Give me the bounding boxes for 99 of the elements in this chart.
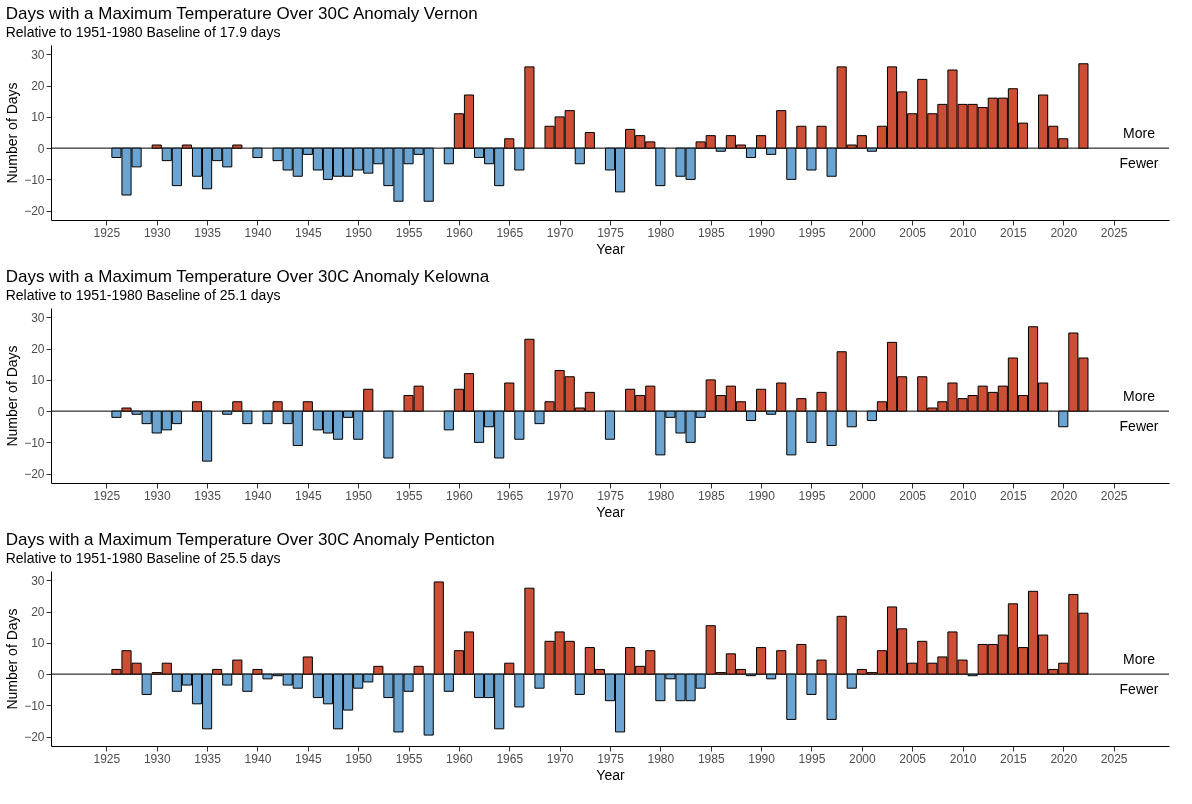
x-tick-label: 2015: [1000, 488, 1028, 503]
x-tick-label: 2025: [1100, 751, 1128, 766]
x-tick-label: 1935: [194, 488, 222, 503]
x-axis-title: Year: [596, 766, 625, 783]
chart-title: Days with a Maximum Temperature Over 30C Anomaly Penticton: [5, 530, 495, 549]
y-tick-label: 20: [31, 342, 45, 357]
x-tick-label: 1925: [93, 751, 121, 766]
x-tick-label: 1970: [546, 225, 574, 240]
x-tick-label: 1925: [93, 225, 121, 240]
y-tick-label: 30: [31, 573, 45, 588]
x-tick-label: 1940: [244, 751, 272, 766]
annotation: Fewer: [1119, 681, 1159, 698]
x-tick-label: 1955: [395, 751, 423, 766]
chart-subtitle: Relative to 1951-1980 Baseline of 17.9 days: [5, 24, 281, 40]
x-tick-label: 2000: [848, 225, 876, 240]
y-tick-label: 10: [31, 110, 45, 125]
x-tick-label: 1985: [697, 751, 725, 766]
y-tick-label: 0: [37, 404, 45, 419]
x-tick-label: 1970: [546, 751, 574, 766]
y-tick-label: 20: [31, 79, 45, 94]
x-tick-label: 1935: [194, 751, 222, 766]
x-tick-label: 1960: [446, 488, 474, 503]
x-tick-label: 2025: [1100, 225, 1128, 240]
x-tick-label: 1965: [496, 225, 524, 240]
x-tick-label: 1960: [446, 751, 474, 766]
y-axis-title: Number of Days: [4, 608, 21, 710]
annotation: More: [1123, 125, 1156, 142]
y-axis-title: Number of Days: [4, 345, 21, 447]
x-tick-label: 1955: [395, 488, 423, 503]
y-tick-label: 20: [31, 605, 45, 620]
y-tick-label: −20: [24, 730, 45, 745]
x-tick-label: 1995: [798, 751, 826, 766]
chart-subtitle: Relative to 1951-1980 Baseline of 25.5 days: [5, 550, 281, 566]
x-tick-label: 1965: [496, 488, 524, 503]
y-tick-label: 0: [37, 667, 45, 682]
x-tick-label: 1940: [244, 225, 272, 240]
x-tick-label: 1990: [748, 488, 776, 503]
x-tick-label: 1995: [798, 225, 826, 240]
y-tick-label: −10: [24, 435, 45, 450]
x-tick-label: 1950: [345, 225, 373, 240]
x-tick-label: 1965: [496, 751, 524, 766]
chart-title: Days with a Maximum Temperature Over 30C Anomaly Kelowna: [5, 267, 490, 286]
x-tick-label: 2005: [899, 488, 927, 503]
y-tick-label: 10: [31, 636, 45, 651]
x-tick-label: 1990: [748, 225, 776, 240]
chart-title: Days with a Maximum Temperature Over 30C Anomaly Vernon: [5, 4, 478, 23]
x-tick-label: 1930: [143, 488, 171, 503]
x-tick-label: 2025: [1100, 488, 1128, 503]
x-tick-label: 2020: [1050, 751, 1078, 766]
x-tick-label: 1930: [143, 751, 171, 766]
chart-subtitle: Relative to 1951-1980 Baseline of 25.1 days: [5, 287, 281, 303]
y-axis-title: Number of Days: [4, 82, 21, 184]
x-tick-label: 1950: [345, 488, 373, 503]
y-tick-label: −20: [24, 467, 45, 482]
x-tick-label: 1975: [597, 751, 625, 766]
annotation: Fewer: [1119, 155, 1159, 172]
x-tick-label: 2020: [1050, 488, 1078, 503]
x-tick-label: 1955: [395, 225, 423, 240]
x-axis-title: Year: [596, 503, 625, 520]
y-tick-label: 10: [31, 373, 45, 388]
y-tick-label: 0: [37, 141, 45, 156]
x-tick-label: 1980: [647, 488, 675, 503]
x-tick-label: 1990: [748, 751, 776, 766]
x-tick-label: 2010: [949, 225, 977, 240]
y-tick-label: −10: [24, 698, 45, 713]
x-tick-label: 1935: [194, 225, 222, 240]
x-tick-label: 1945: [294, 751, 322, 766]
y-tick-label: 30: [31, 310, 45, 325]
x-tick-label: 2005: [899, 225, 927, 240]
x-tick-label: 1970: [546, 488, 574, 503]
annotation: More: [1123, 651, 1156, 668]
x-tick-label: 2010: [949, 751, 977, 766]
x-tick-label: 1975: [597, 488, 625, 503]
x-tick-label: 1985: [697, 488, 725, 503]
x-tick-label: 2015: [1000, 225, 1028, 240]
x-tick-label: 1945: [294, 225, 322, 240]
y-tick-label: −20: [24, 204, 45, 219]
x-axis-title: Year: [596, 240, 625, 257]
x-tick-label: 2005: [899, 751, 927, 766]
x-tick-label: 1985: [697, 225, 725, 240]
x-tick-label: 2020: [1050, 225, 1078, 240]
x-tick-label: 1950: [345, 751, 373, 766]
x-tick-label: 1925: [93, 488, 121, 503]
x-tick-label: 1945: [294, 488, 322, 503]
x-tick-label: 1930: [143, 225, 171, 240]
x-tick-label: 1975: [597, 225, 625, 240]
x-tick-label: 2000: [848, 488, 876, 503]
x-tick-label: 1980: [647, 225, 675, 240]
x-tick-label: 2000: [848, 751, 876, 766]
x-tick-label: 2010: [949, 488, 977, 503]
x-tick-label: 1980: [647, 751, 675, 766]
y-tick-label: −10: [24, 172, 45, 187]
x-tick-label: 1995: [798, 488, 826, 503]
annotation: More: [1123, 388, 1156, 405]
annotation: Fewer: [1119, 418, 1159, 435]
x-tick-label: 1940: [244, 488, 272, 503]
y-tick-label: 30: [31, 47, 45, 62]
x-tick-label: 1960: [446, 225, 474, 240]
x-tick-label: 2015: [1000, 751, 1028, 766]
